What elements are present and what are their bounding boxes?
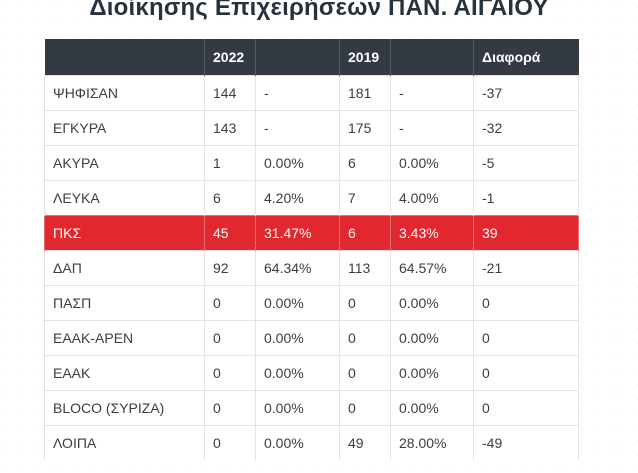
cell-votes-2019: 113 bbox=[339, 250, 391, 286]
header-cell-2022: 2022 bbox=[204, 39, 256, 76]
cell-party: ΠΑΣΠ bbox=[44, 285, 205, 321]
cell-percent-2022: 31.47% bbox=[255, 215, 340, 251]
cell-votes-2019: 6 bbox=[339, 145, 391, 181]
cell-votes-2022: 92 bbox=[204, 250, 256, 286]
cell-percent-2019: 4.00% bbox=[390, 180, 474, 216]
cell-votes-2019: 7 bbox=[339, 180, 391, 216]
cell-percent-2019: 0.00% bbox=[390, 390, 474, 426]
table-row: ΠΑΣΠ 0 0.00% 0 0.00% 0 bbox=[44, 285, 579, 321]
cell-difference: -21 bbox=[473, 250, 579, 286]
cell-votes-2019: 0 bbox=[339, 285, 391, 321]
cell-votes-2022: 45 bbox=[204, 215, 256, 251]
results-table: 2022 2019 Διαφορά ΨΗΦΙΣΑΝ 144-181- -37 ΕΓΚΥ… bbox=[44, 39, 579, 460]
cell-percent-2022: 4.20% bbox=[255, 180, 340, 216]
table-row: ΛΟΙΠΑ 0 0.00% 49 28.00% -49 bbox=[44, 425, 579, 460]
cell-votes-2022: 0 bbox=[204, 390, 256, 426]
cell-votes-2022: 144 bbox=[204, 75, 256, 111]
table-row: ΨΗΦΙΣΑΝ 144-181- -37 bbox=[44, 75, 579, 111]
cell-difference: -5 bbox=[473, 145, 579, 181]
table-body: ΨΗΦΙΣΑΝ 144-181- -37 ΕΓΚΥΡΑ 143-175- -32 ΑΚΥΡΑ… bbox=[44, 75, 579, 460]
cell-votes-2022: 6 bbox=[204, 180, 256, 216]
cell-votes-2022: 143 bbox=[204, 110, 256, 146]
cell-difference: 0 bbox=[473, 285, 579, 321]
table-row: ΕΑΑΚ-ΑΡΕΝ 0 0.00% 0 0.00% 0 bbox=[44, 320, 579, 356]
cell-votes-2019: 181 bbox=[339, 75, 391, 111]
cell-party: ΛΕΥΚΑ bbox=[44, 180, 205, 216]
cell-percent-2022: 64.34% bbox=[255, 250, 340, 286]
cell-percent-2019: 64.57% bbox=[390, 250, 474, 286]
cell-party: ΕΓΚΥΡΑ bbox=[44, 110, 205, 146]
cell-votes-2022: 0 bbox=[204, 425, 256, 460]
cell-votes-2019: 0 bbox=[339, 355, 391, 391]
cell-percent-2022: - bbox=[255, 110, 340, 146]
cell-percent-2019: 0.00% bbox=[390, 320, 474, 356]
cell-party: ΔΑΠ bbox=[44, 250, 205, 286]
cell-percent-2019: 3.43% bbox=[390, 215, 474, 251]
cell-party: ΨΗΦΙΣΑΝ bbox=[44, 75, 205, 111]
cell-percent-2022: 0.00% bbox=[255, 145, 340, 181]
cell-percent-2022: 0.00% bbox=[255, 285, 340, 321]
table-row: ΛΕΥΚΑ 6 4.20% 7 4.00% -1 bbox=[44, 180, 579, 216]
cell-percent-2022: 0.00% bbox=[255, 390, 340, 426]
cell-party: ΑΚΥΡΑ bbox=[44, 145, 205, 181]
table-row: ΠΚΣ 45 31.47% 6 3.43% 39 bbox=[44, 215, 579, 251]
cell-votes-2022: 1 bbox=[204, 145, 256, 181]
header-cell-party bbox=[44, 39, 205, 76]
cell-difference: 0 bbox=[473, 355, 579, 391]
cell-party: ΛΟΙΠΑ bbox=[44, 425, 205, 460]
cell-difference: 0 bbox=[473, 320, 579, 356]
header-cell-2019-percent bbox=[390, 39, 474, 76]
cell-percent-2022: 0.00% bbox=[255, 320, 340, 356]
cell-difference: 0 bbox=[473, 390, 579, 426]
cell-party: ΕΑΑΚ-ΑΡΕΝ bbox=[44, 320, 205, 356]
table-row: ΕΓΚΥΡΑ 143-175- -32 bbox=[44, 110, 579, 146]
cell-votes-2019: 6 bbox=[339, 215, 391, 251]
cell-percent-2019: - bbox=[390, 75, 474, 111]
cell-difference: -32 bbox=[473, 110, 579, 146]
cell-difference: -49 bbox=[473, 425, 579, 460]
cell-votes-2019: 0 bbox=[339, 320, 391, 356]
cell-percent-2022: 0.00% bbox=[255, 425, 340, 460]
cell-party: BLOCO (ΣΥΡΙΖΑ) bbox=[44, 390, 205, 426]
cell-votes-2022: 0 bbox=[204, 355, 256, 391]
header-cell-2019: 2019 bbox=[339, 39, 391, 76]
cell-party: ΠΚΣ bbox=[44, 215, 205, 251]
cell-percent-2019: 0.00% bbox=[390, 355, 474, 391]
cell-difference: -37 bbox=[473, 75, 579, 111]
header-cell-2022-percent bbox=[255, 39, 340, 76]
page-title: Διοίκησης Επιχειρήσεων ΠΑΝ. ΑΙΓΑΙΟΥ bbox=[89, 0, 549, 21]
table-header-row: 2022 2019 Διαφορά bbox=[44, 39, 579, 76]
cell-percent-2019: 28.00% bbox=[390, 425, 474, 460]
table-row: BLOCO (ΣΥΡΙΖΑ) 0 0.00% 0 0.00% 0 bbox=[44, 390, 579, 426]
cell-party: ΕΑΑΚ bbox=[44, 355, 205, 391]
header-cell-difference: Διαφορά bbox=[473, 39, 579, 76]
cell-percent-2022: - bbox=[255, 75, 340, 111]
table-row: ΔΑΠ 92 64.34% 113 64.57% -21 bbox=[44, 250, 579, 286]
cell-percent-2022: 0.00% bbox=[255, 355, 340, 391]
cell-difference: 39 bbox=[473, 215, 579, 251]
cell-votes-2022: 0 bbox=[204, 285, 256, 321]
cell-percent-2019: - bbox=[390, 110, 474, 146]
table-row: ΑΚΥΡΑ 1 0.00% 6 0.00% -5 bbox=[44, 145, 579, 181]
cell-percent-2019: 0.00% bbox=[390, 145, 474, 181]
cell-percent-2019: 0.00% bbox=[390, 285, 474, 321]
cell-votes-2019: 175 bbox=[339, 110, 391, 146]
cell-difference: -1 bbox=[473, 180, 579, 216]
cell-votes-2019: 49 bbox=[339, 425, 391, 460]
cell-votes-2019: 0 bbox=[339, 390, 391, 426]
table-row: ΕΑΑΚ 0 0.00% 0 0.00% 0 bbox=[44, 355, 579, 391]
cell-votes-2022: 0 bbox=[204, 320, 256, 356]
